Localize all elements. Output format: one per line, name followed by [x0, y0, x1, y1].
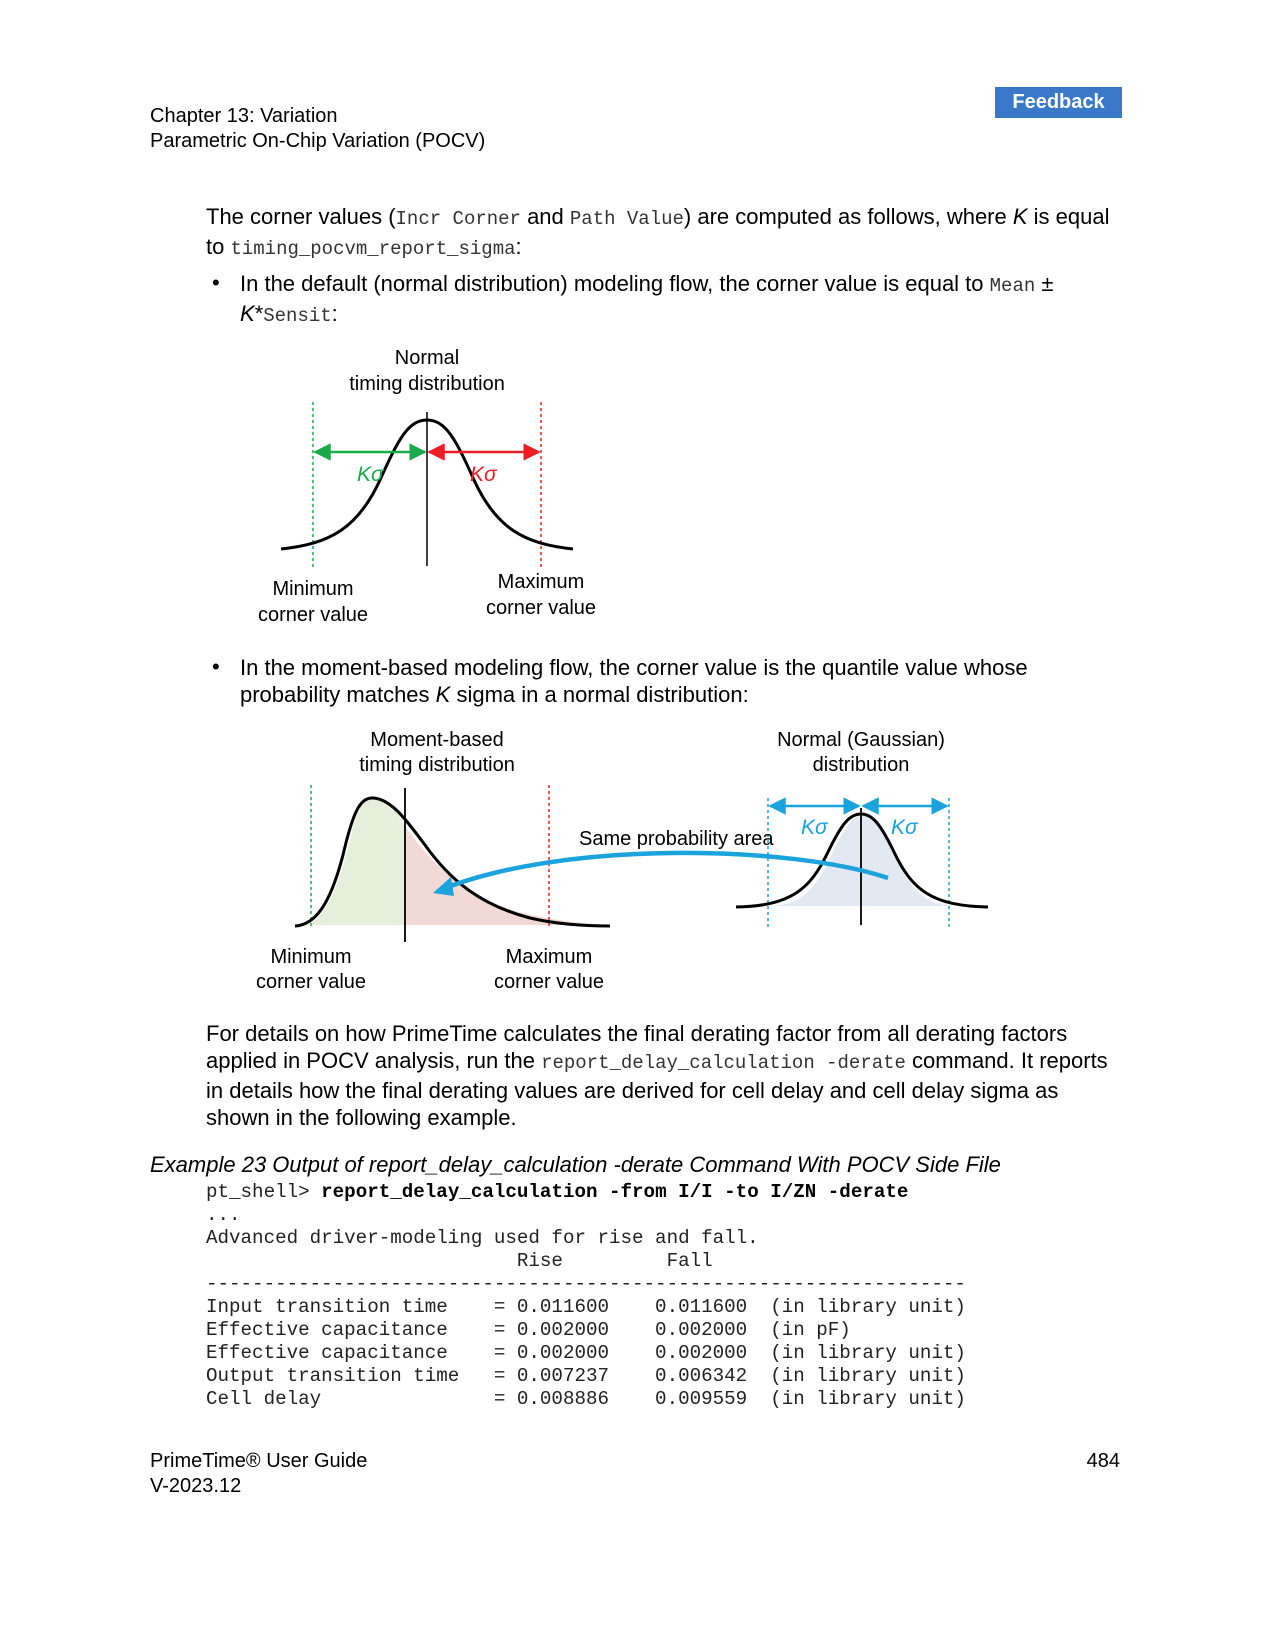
bullet-text: In the default (normal distribution) mod… [240, 271, 990, 296]
bullet-text: : [331, 301, 338, 326]
fig1-title-line2: timing distribution [349, 373, 505, 395]
code-mean: Mean [989, 275, 1036, 297]
intro-paragraph: The corner values (Incr Corner and Path … [206, 203, 1126, 263]
code-line: Effective capacitance = 0.002000 0.00200… [206, 1319, 851, 1341]
code-command: report_delay_calculation -derate [541, 1052, 906, 1074]
footer-guide-title: PrimeTime® User Guide [150, 1450, 368, 1472]
shell-command: report_delay_calculation -from I/I -to I… [321, 1181, 909, 1203]
fig2-max-label-line1: Maximum [506, 946, 593, 968]
code-incr-corner: Incr Corner [395, 208, 521, 230]
bullet-marker: • [212, 270, 220, 295]
page-number: 484 [1086, 1450, 1120, 1472]
probability-arrow [437, 850, 889, 894]
intro-text: : [515, 234, 522, 259]
chapter-title: Chapter 13: Variation [150, 105, 338, 127]
code-block: pt_shell> report_delay_calculation -from… [206, 1181, 966, 1411]
details-text: command. It reports in details how the f… [206, 1048, 1108, 1130]
k-symbol: K [1012, 204, 1028, 229]
fig2-right-title-line1: Normal (Gaussian) [777, 729, 945, 751]
k-symbol: K [240, 301, 255, 326]
footer-version: V-2023.12 [150, 1475, 242, 1497]
code-path-value: Path Value [569, 208, 684, 230]
fig2-min-label-line1: Minimum [270, 946, 351, 968]
shell-prompt: pt_shell> [206, 1181, 322, 1203]
intro-text: The corner values ( [206, 204, 396, 229]
fig2-left-title-line2: timing distribution [359, 754, 515, 776]
gauss-area-fill [768, 816, 958, 906]
fig2-min-label-line2: corner value [256, 971, 366, 993]
fig1-title-line1: Normal [395, 347, 459, 369]
intro-text: and [520, 204, 570, 229]
feedback-button[interactable]: Feedback [995, 87, 1122, 118]
bullet-marker: • [212, 654, 220, 679]
code-sensit: Sensit [263, 305, 332, 327]
fig2-right-title-line2: distribution [813, 754, 910, 776]
left-area-fill [310, 796, 405, 925]
bullet-text: In the moment-based modeling flow, the c… [240, 655, 1028, 707]
skewed-curve [294, 796, 611, 928]
section-title: Parametric On-Chip Variation (POCV) [150, 130, 486, 152]
bullet-normal-flow: In the default (normal distribution) mod… [240, 270, 1120, 330]
example-caption: Example 23 Output of report_delay_calcul… [150, 1152, 1001, 1177]
fig1-left-sigma-label: Kσ [357, 463, 385, 486]
code-line: Rise Fall [206, 1250, 713, 1272]
k-symbol: K [435, 682, 451, 707]
bullet-text: * [254, 301, 264, 326]
same-probability-label: Same probability area [579, 828, 774, 850]
intro-text: ) are computed as follows, where [683, 204, 1013, 229]
details-paragraph: For details on how PrimeTime calculates … [206, 1020, 1126, 1131]
code-line: Effective capacitance = 0.002000 0.00200… [206, 1342, 966, 1364]
code-line: Output transition time = 0.007237 0.0063… [206, 1365, 966, 1387]
bullet-moment-flow: In the moment-based modeling flow, the c… [240, 654, 1120, 708]
bullet-text: sigma in a normal distribution: [450, 682, 749, 707]
details-text: For details on how PrimeTime calculates … [206, 1021, 1068, 1073]
fig1-right-sigma-label: Kσ [470, 463, 498, 486]
fig1-max-label-line2: corner value [486, 597, 596, 619]
moment-based-figure: Moment-based timing distribution Normal … [256, 729, 989, 993]
fig2-left-sigma-label: Kσ [801, 816, 829, 839]
fig1-max-label-line1: Maximum [498, 571, 585, 593]
code-line: Advanced driver-modeling used for rise a… [206, 1227, 759, 1249]
bullet-text: ± [1035, 271, 1054, 296]
code-line: ----------------------------------------… [206, 1273, 966, 1295]
fig2-right-sigma-label: Kσ [891, 816, 919, 839]
code-line: Cell delay = 0.008886 0.009559 (in libra… [206, 1388, 966, 1410]
right-area-fill [405, 826, 610, 925]
code-line: Input transition time = 0.011600 0.01160… [206, 1296, 966, 1318]
gaussian-curve [735, 812, 989, 909]
fig1-min-label-line2: corner value [258, 604, 368, 626]
fig2-max-label-line2: corner value [494, 971, 604, 993]
code-sigma-variable: timing_pocvm_report_sigma [230, 238, 516, 260]
fig2-left-title-line1: Moment-based [370, 729, 503, 751]
normal-curve [280, 418, 574, 551]
intro-text: is equal to [206, 204, 1110, 259]
code-line: ... [206, 1204, 241, 1226]
probability-arrowhead [433, 877, 454, 896]
fig1-min-label-line1: Minimum [272, 578, 353, 600]
